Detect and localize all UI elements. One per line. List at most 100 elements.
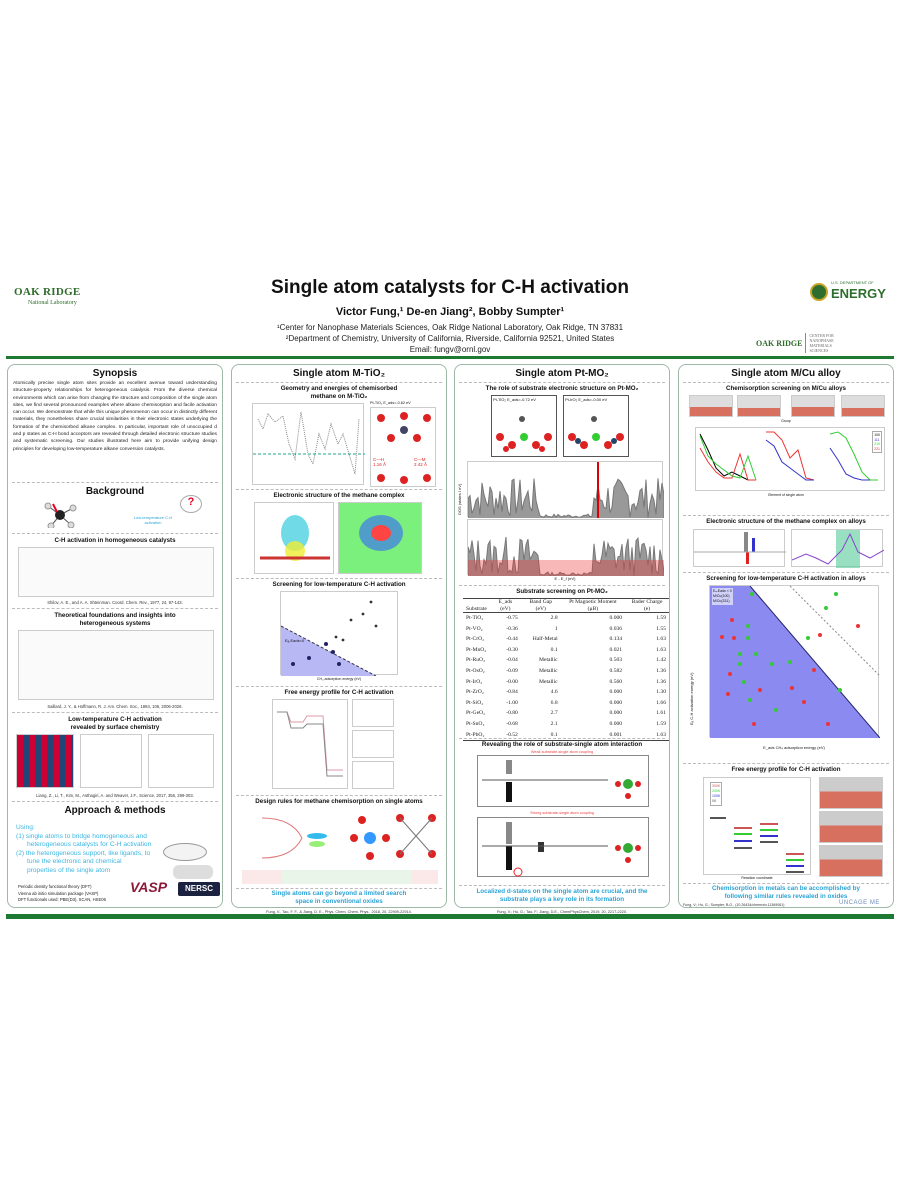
pt-mo2-conclusion: Localized d-states on the single atom ar… — [476, 888, 648, 903]
table-cell: 4.6 — [550, 689, 558, 696]
chemisorption-legend: 100 111 210 221 — [872, 431, 882, 453]
table-cell: 0.1 — [550, 646, 558, 653]
table-cell: -0.80 — [506, 710, 518, 717]
approach-line: tune the electronic and chemical — [27, 858, 122, 865]
geometry-title: Geometry and energies of chemisorbed met… — [280, 385, 398, 400]
role-title: The role of substrate electronic structu… — [485, 385, 639, 392]
table-cell: 2.1 — [550, 720, 558, 727]
alloy-screening-legend: Eₐ-Eads < 0 M/Cu(100) M/Cu(331) — [712, 588, 733, 605]
pt-iro2-label: Pt-IrO₂ E_ads=-0.00 eV — [565, 397, 608, 402]
state-final-figure — [819, 845, 883, 877]
table-cell: 0.000 — [609, 699, 623, 706]
header-divider — [6, 356, 894, 359]
column-pt-mo2: Single atom Pt-MO₂ The role of substrate… — [454, 364, 670, 914]
approach-line: (2) the heterogeneous support, like liga… — [16, 849, 151, 857]
table-cell: -1.00 — [506, 699, 518, 706]
ornl-logo-text: OAK RIDGE — [14, 286, 81, 298]
legend-item: 210 — [874, 442, 880, 446]
m-cu-conclusion: Chemisorption in metals can be accomplis… — [711, 885, 860, 900]
table-cell: -0.00 — [506, 678, 518, 685]
table-cell: -0.36 — [506, 625, 518, 632]
table-cell: 0.036 — [609, 625, 623, 632]
question-icon: ? — [180, 495, 202, 513]
legend-item: 300K — [712, 784, 721, 788]
alloy-electronic-title: Electronic structure of the methane comp… — [706, 518, 866, 525]
table-cell: 1 — [554, 625, 558, 632]
table-cell: -0.68 — [506, 720, 518, 727]
table-cell: 0.000 — [609, 720, 623, 727]
table-cell: 0.1 — [520, 729, 561, 742]
table-cell: 1.61 — [656, 710, 666, 717]
table-row: Pt-SiO₂ -1.00 6.8 0.000 1.66 — [463, 698, 669, 709]
state-c-figure — [352, 761, 394, 789]
table-cell: 2.8 — [550, 615, 558, 621]
legend-item: 100 — [874, 433, 880, 437]
table-cell: 0.001 — [560, 729, 626, 742]
approach-line: (1) single atoms to bridge homogeneous a… — [16, 832, 147, 840]
table-cell: 1.55 — [656, 625, 666, 632]
table-cell: 0.582 — [609, 667, 623, 674]
table-cell: 0.134 — [609, 636, 623, 643]
pt-tio2-structure: Pt-TiO₂ E_ads=-0.72 eV — [491, 395, 557, 457]
table-header: E_ads (eV) — [489, 598, 521, 613]
table-cell: Pt-SiO₂ — [466, 699, 484, 706]
thinking-figure-icon — [173, 865, 213, 879]
legend-item: M/Cu(331) — [713, 599, 730, 603]
dos-ylabel: DOS (states / eV) — [457, 483, 462, 515]
legend-item: Eₐ-Eads < 0 — [713, 589, 732, 593]
table-cell: Pt-PbO₂ — [463, 729, 490, 742]
screening-title: Screening for low-temperature C-H activa… — [272, 581, 406, 588]
state-initial-figure — [819, 777, 883, 809]
pt-tio2-label: Pt-TiO₂ E_ads=-0.72 eV — [493, 397, 536, 402]
table-cell: 6.8 — [550, 699, 558, 706]
doe-text: ENERGY — [831, 286, 886, 301]
table-cell: -0.44 — [506, 636, 518, 643]
table-header: Substrate — [463, 598, 490, 613]
m-tio2-title: Single atom M-TiO₂ — [292, 368, 386, 379]
ornl-logo-sub: National Laboratory — [28, 300, 77, 306]
table-cell: 0.503 — [609, 657, 623, 664]
chemisorption-title: Chemisorption screening on M/Cu alloys — [726, 385, 846, 392]
approach-title: Approach & methods — [64, 805, 166, 816]
free-energy-xlabel: Reaction coordinate — [741, 876, 773, 880]
affiliation-1: ¹Center for Nanophase Materials Sciences… — [276, 323, 624, 332]
table-cell: 1.42 — [656, 657, 666, 664]
methane-molecule-figure — [43, 502, 77, 530]
table-row: Pt-RuO₂ -0.04 Metallic 0.503 1.42 — [463, 655, 669, 666]
table-row: Pt-GeO₂ -0.80 2.7 0.000 1.61 — [463, 708, 669, 719]
affiliation-2: ²Department of Chemistry, University of … — [285, 334, 615, 343]
design-rules-title: Design rules for methane chemisorption o… — [255, 798, 423, 805]
cu111-surface — [737, 395, 781, 417]
table-cell: -0.09 — [506, 667, 518, 674]
alloy-dos-plot-2 — [791, 529, 885, 568]
strong-coupling-label: Strong substrate-single atom coupling — [530, 811, 594, 815]
chemisorption-plot: 100 111 210 221 — [695, 427, 885, 491]
footer-bar — [6, 914, 894, 919]
pt-mo2-title: Single atom Pt-MO₂ — [515, 368, 609, 379]
dos-xlabel: E - E_f (eV) — [554, 576, 576, 581]
table-cell: Metallic — [539, 678, 558, 685]
surface-image — [16, 734, 74, 788]
group-label: Group — [781, 419, 791, 423]
legend-item: 0K — [712, 799, 717, 803]
table-cell: Pt-VO₂ — [466, 625, 483, 632]
methods-list: Periodic density functional theory (DFT)… — [18, 884, 106, 904]
table-cell: Pt-CrO₂ — [466, 636, 485, 643]
table-cell: Pt-OsO₂ — [466, 667, 485, 674]
table-row: Pt-IrO₂ -0.00 Metallic 0.560 1.36 — [463, 677, 669, 688]
table-cell: Pt-MnO₂ — [466, 646, 487, 653]
column-intro: Synopsis Atomically precise single atom … — [7, 364, 223, 908]
state-a-figure — [352, 699, 394, 727]
column-m-tio2: Single atom M-TiO₂ Geometry and energies… — [231, 364, 447, 914]
ch-bond-label: C—H 1.16 Å — [373, 457, 387, 467]
table-cell: -0.04 — [506, 657, 518, 664]
table-cell: 0.560 — [609, 678, 623, 685]
table-cell: Pt-TiO₂ — [466, 615, 484, 621]
approach-line: properties of the single atom — [27, 866, 111, 874]
dos-plot-iro2 — [467, 519, 665, 578]
cnms-text: CENTER FOR NANOPHASE MATERIALS SCIENCES — [805, 333, 851, 353]
lowtemp-title: Low-temperature C-H activation revealed … — [68, 716, 162, 731]
table-row: Pt-TiO₂ -0.75 2.8 0.000 1.59 — [463, 613, 669, 624]
screening-plot: Eₐ-Eads<0 — [280, 591, 398, 677]
table-row: Pt-PbO₂ -0.52 0.1 0.001 1.63 — [463, 729, 669, 742]
